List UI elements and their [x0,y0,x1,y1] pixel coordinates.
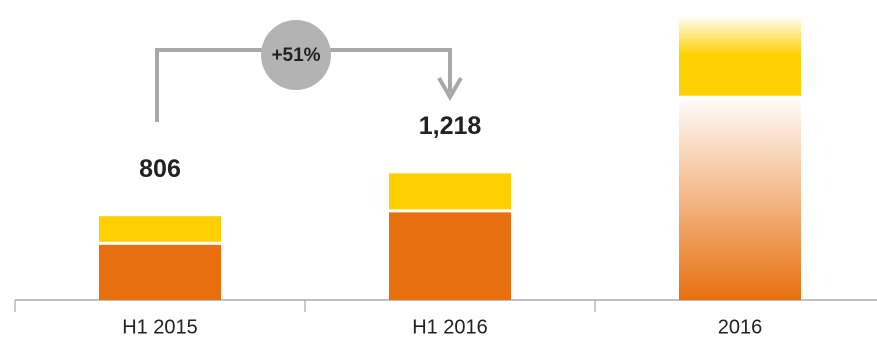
growth-label: +51% [271,45,320,66]
bar-segment [99,216,221,242]
bar-segment [389,212,511,300]
x-tick-label: H1 2016 [412,316,488,338]
arrow-head [437,76,463,101]
total-label: 1,218 [419,112,482,140]
x-tick-label: 2016 [718,316,763,338]
growth-badge [261,20,331,90]
bar-segment [99,244,221,300]
total-label: 806 [139,155,181,183]
bar-segment [389,173,511,210]
x-tick-label: H1 2015 [122,316,198,338]
bar-segment [679,15,801,96]
bar-segment [679,98,801,300]
